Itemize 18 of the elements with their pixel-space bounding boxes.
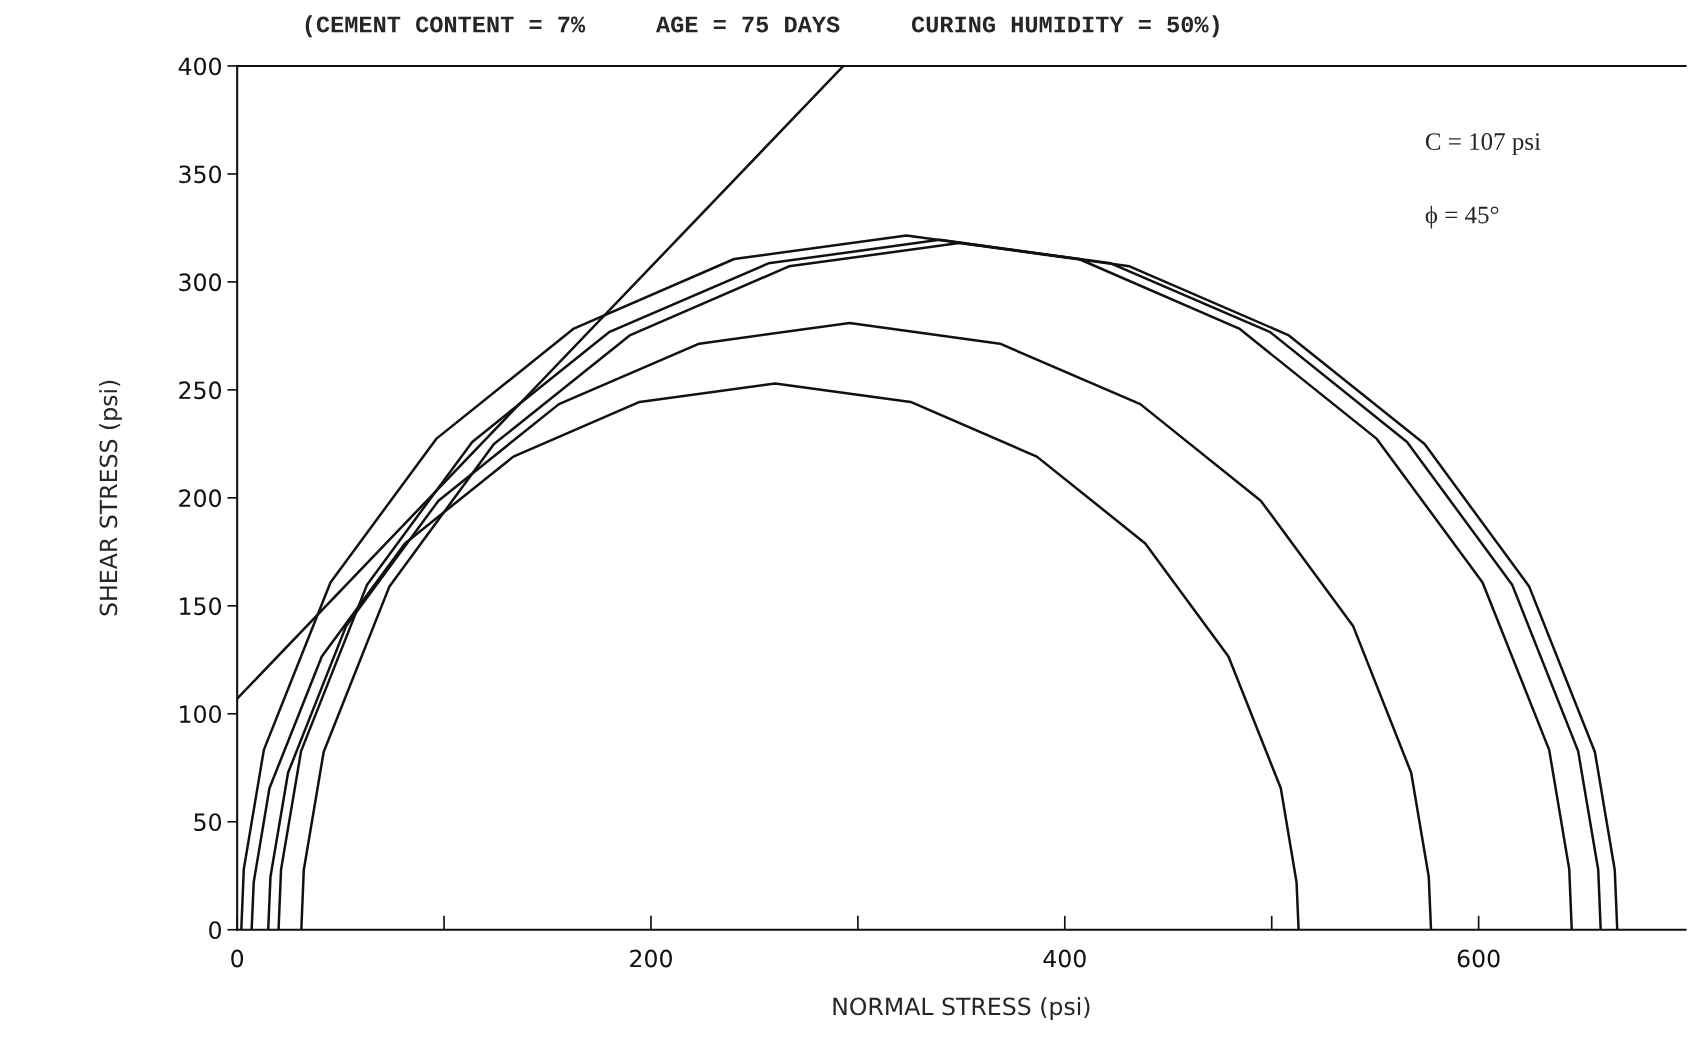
chart-title: (CEMENT CONTENT = 7% AGE = 75 DAYS CURING HUMIDITY = 50%) [305,15,1219,38]
x-tick-label: 400 [1043,949,1086,968]
y-tick-label: 150 [180,597,222,616]
annotation: C = 107 psi [1425,133,1541,156]
y-tick-label: 0 [209,921,222,940]
y-tick-label: 350 [179,165,222,184]
annotation: ϕ = 45° [1425,205,1499,229]
x-tick-label: 0 [231,949,244,968]
x-tick-label: 200 [630,949,672,968]
x-axis-title: NORMAL STRESS (psi) [833,997,1090,1020]
y-tick-label: 400 [178,57,222,76]
y-axis-title: SHEAR STRESS (psi) [99,380,122,616]
y-tick-label: 100 [180,705,222,724]
x-tick-label: 600 [1457,949,1500,968]
y-tick-label: 50 [194,813,222,832]
y-tick-label: 200 [179,489,222,508]
y-tick-label: 300 [179,273,222,292]
y-tick-label: 250 [179,381,222,400]
